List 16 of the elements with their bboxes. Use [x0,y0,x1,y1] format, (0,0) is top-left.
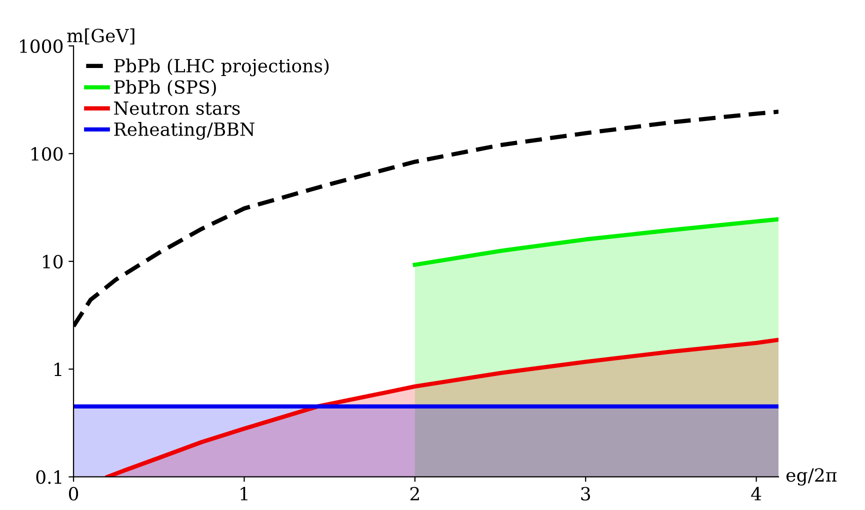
legend-label: Reheating/BBN [114,122,254,140]
y-tick-label: 1 [54,362,62,376]
x-tick-label: 3 [581,486,590,501]
legend-label: Neutron stars [114,102,240,115]
x-tick-label: 1 [240,486,248,500]
x-tick-label: 4 [751,486,762,500]
x-tick-label: 2 [410,486,419,500]
y-tick-label: 1000 [20,39,63,54]
x-tick-label: 0 [68,486,78,501]
x-axis-title: eg/2π [786,468,837,486]
legend-label: PbPb (LHC projections) [114,58,329,76]
y-tick-label: 0.1 [36,470,62,484]
legend-label: PbPb (SPS) [114,80,216,96]
y-axis-title: m[GeV] [67,28,134,45]
y-tick-label: 100 [32,147,63,161]
y-tick-label: 10 [43,254,63,268]
